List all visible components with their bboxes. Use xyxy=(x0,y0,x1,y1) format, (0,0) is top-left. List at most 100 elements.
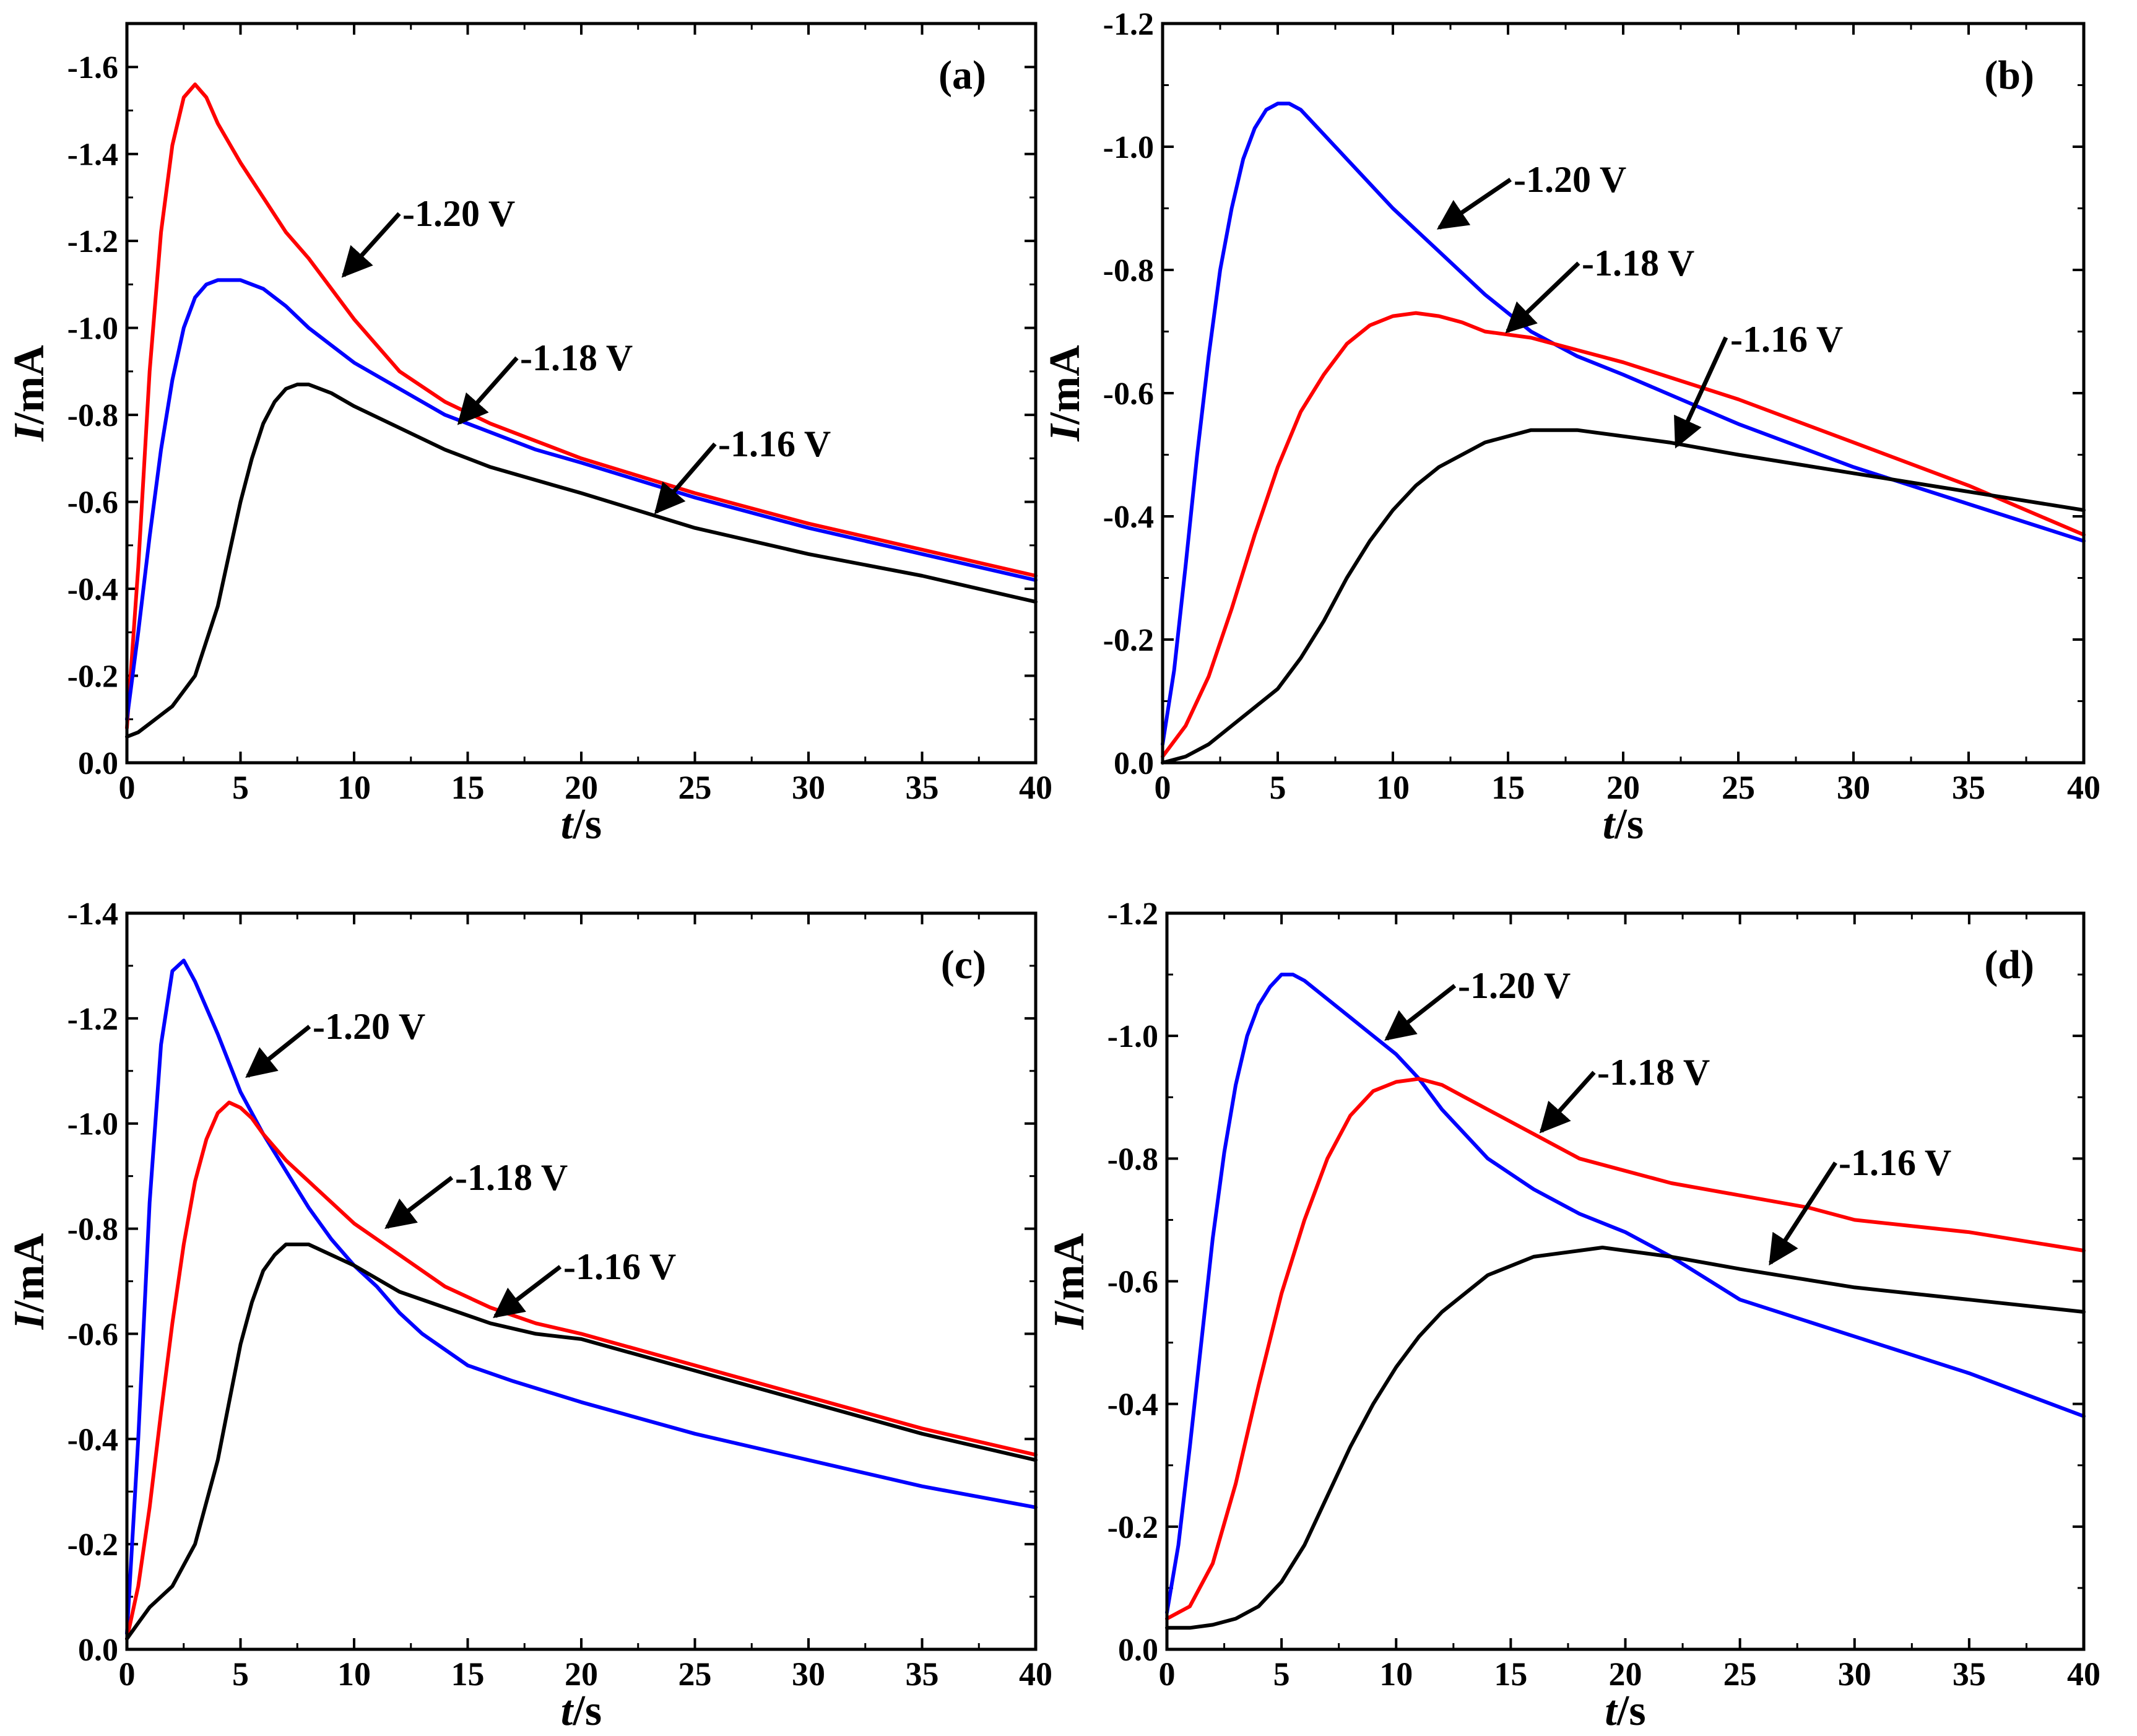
y-tick-label: -1.2 xyxy=(1108,896,1158,932)
series-line-118 xyxy=(125,1100,1038,1641)
series-line-118 xyxy=(1161,311,2086,758)
x-tick-label: 0 xyxy=(119,1656,136,1693)
annotation-arrow xyxy=(1384,984,1457,1041)
x-tick-label: 30 xyxy=(792,769,825,806)
y-tick-label: -0.6 xyxy=(67,1317,118,1352)
x-axis-label: t/s xyxy=(1603,801,1644,848)
plot-frame xyxy=(125,911,1038,1651)
y-tick-label: 0.0 xyxy=(78,1633,118,1668)
y-axis-label: I/mA xyxy=(6,345,53,442)
y-tick-label: 0.0 xyxy=(1114,746,1154,781)
y-tick-label: -0.2 xyxy=(67,659,118,695)
x-axis-label: t/s xyxy=(561,1687,602,1733)
annotation-label: -1.20 V xyxy=(1514,159,1626,200)
x-tick-label: 10 xyxy=(1376,769,1410,806)
y-tick-label: -1.0 xyxy=(1103,130,1154,165)
x-tick-label: 40 xyxy=(1019,1656,1052,1693)
annotation-arrow xyxy=(245,1025,311,1078)
x-tick-label: 35 xyxy=(1952,769,1985,806)
y-tick-label: -0.8 xyxy=(67,398,118,433)
y-axis-label: I/mA xyxy=(1041,345,1089,442)
x-tick-label: 5 xyxy=(1273,1656,1290,1693)
y-tick-label: -1.2 xyxy=(67,1002,118,1037)
y-tick-label: -1.0 xyxy=(67,311,118,347)
y-tick-label: -0.4 xyxy=(1103,500,1154,535)
y-tick-label: -0.4 xyxy=(67,572,118,607)
annotation-label: -1.20 V xyxy=(402,193,515,234)
x-tick-label: 40 xyxy=(2067,1656,2100,1693)
x-tick-label: 15 xyxy=(1494,1656,1527,1693)
y-tick-label: -1.6 xyxy=(67,50,118,85)
series-line-120 xyxy=(125,82,1038,730)
x-tick-label: 30 xyxy=(792,1656,825,1693)
plot-frame xyxy=(1165,911,2086,1651)
annotation-label: -1.18 V xyxy=(1582,243,1694,284)
annotation-label: -1.16 V xyxy=(718,423,831,464)
x-tick-label: 5 xyxy=(1270,769,1286,806)
y-tick-label: -1.2 xyxy=(1103,7,1154,42)
x-tick-label: 15 xyxy=(1491,769,1525,806)
annotation-arrow xyxy=(341,212,401,278)
y-tick-label: -0.4 xyxy=(1108,1387,1158,1423)
x-tick-label: 15 xyxy=(451,1656,485,1693)
x-tick-label: 35 xyxy=(906,1656,939,1693)
plot-frame xyxy=(1161,22,2086,765)
y-tick-label: -1.2 xyxy=(67,224,118,259)
series-line-118 xyxy=(1165,1077,2086,1621)
x-tick-label: 0 xyxy=(119,769,136,806)
y-tick-label: 0.0 xyxy=(1118,1633,1158,1668)
series-line-116 xyxy=(125,1243,1038,1641)
x-tick-label: 0 xyxy=(1159,1656,1176,1693)
annotation-arrow xyxy=(1769,1161,1837,1266)
y-tick-label: 0.0 xyxy=(78,746,118,781)
series-line-120 xyxy=(1165,973,2086,1615)
y-tick-label: -0.8 xyxy=(1103,253,1154,289)
annotation-label: -1.18 V xyxy=(520,337,633,378)
y-tick-label: -0.8 xyxy=(67,1212,118,1248)
panel-label: (a) xyxy=(938,53,986,98)
annotation-arrow xyxy=(384,1176,454,1229)
panel-d: 0 5 10 15 20 25 30 35 40 0.0 -0.2 -0.4 -0.6 -0.8 -1.0 -… xyxy=(1046,896,2100,1735)
annotation-arrow xyxy=(1505,261,1580,334)
annotation-label: -1.16 V xyxy=(1839,1142,1951,1183)
x-tick-label: 25 xyxy=(1722,769,1755,806)
annotation-label: -1.20 V xyxy=(1458,965,1571,1006)
panel-c: 0 5 10 15 20 25 30 35 40 0.0 -0.2 -0.4 -0.6 -0.8 -1.0 -… xyxy=(6,896,1052,1735)
x-tick-label: 20 xyxy=(565,1656,598,1693)
annotation-arrow xyxy=(457,356,519,425)
x-tick-label: 0 xyxy=(1155,769,1171,806)
y-tick-label: -0.4 xyxy=(67,1422,118,1457)
x-tick-label: 30 xyxy=(1838,1656,1871,1693)
x-tick-label: 10 xyxy=(1379,1656,1413,1693)
x-axis-label: t/s xyxy=(1605,1687,1645,1733)
x-tick-label: 35 xyxy=(1953,1656,1986,1693)
x-tick-label: 35 xyxy=(906,769,939,806)
y-tick-label: -0.2 xyxy=(1103,623,1154,658)
y-axis-label: I/mA xyxy=(6,1233,53,1330)
panel-label: (d) xyxy=(1984,942,2034,987)
annotation-label: -1.18 V xyxy=(455,1157,568,1198)
series-line-116 xyxy=(1161,428,2086,765)
panel-label: (c) xyxy=(941,942,986,987)
annotation-label: -1.20 V xyxy=(313,1006,425,1047)
series-line-118 xyxy=(125,278,1038,721)
annotation-arrow xyxy=(493,1265,562,1318)
series-line-120 xyxy=(1161,102,2086,747)
y-tick-label: -1.4 xyxy=(67,896,118,932)
x-tick-label: 25 xyxy=(678,1656,712,1693)
panel-a: 0 5 10 15 20 25 30 35 40 0.0 -0.2 -0.4 -0.6 -0.8 -1.0 -… xyxy=(6,22,1052,848)
y-tick-label: -0.2 xyxy=(1108,1510,1158,1545)
x-tick-label: 20 xyxy=(565,769,598,806)
y-tick-label: -0.6 xyxy=(1108,1265,1158,1300)
x-tick-label: 40 xyxy=(2067,769,2100,806)
series-line-120 xyxy=(125,958,1038,1636)
y-tick-label: -0.6 xyxy=(67,485,118,521)
x-tick-label: 5 xyxy=(232,769,249,806)
panel-b: 0 5 10 15 20 25 30 35 40 0.0 -0.2 -0.4 -0.6 -0.8 -1.0 -… xyxy=(1041,7,2100,848)
x-tick-label: 15 xyxy=(451,769,485,806)
plot-frame xyxy=(125,22,1038,765)
y-tick-label: -1.4 xyxy=(67,137,118,173)
y-tick-label: -0.2 xyxy=(67,1527,118,1563)
